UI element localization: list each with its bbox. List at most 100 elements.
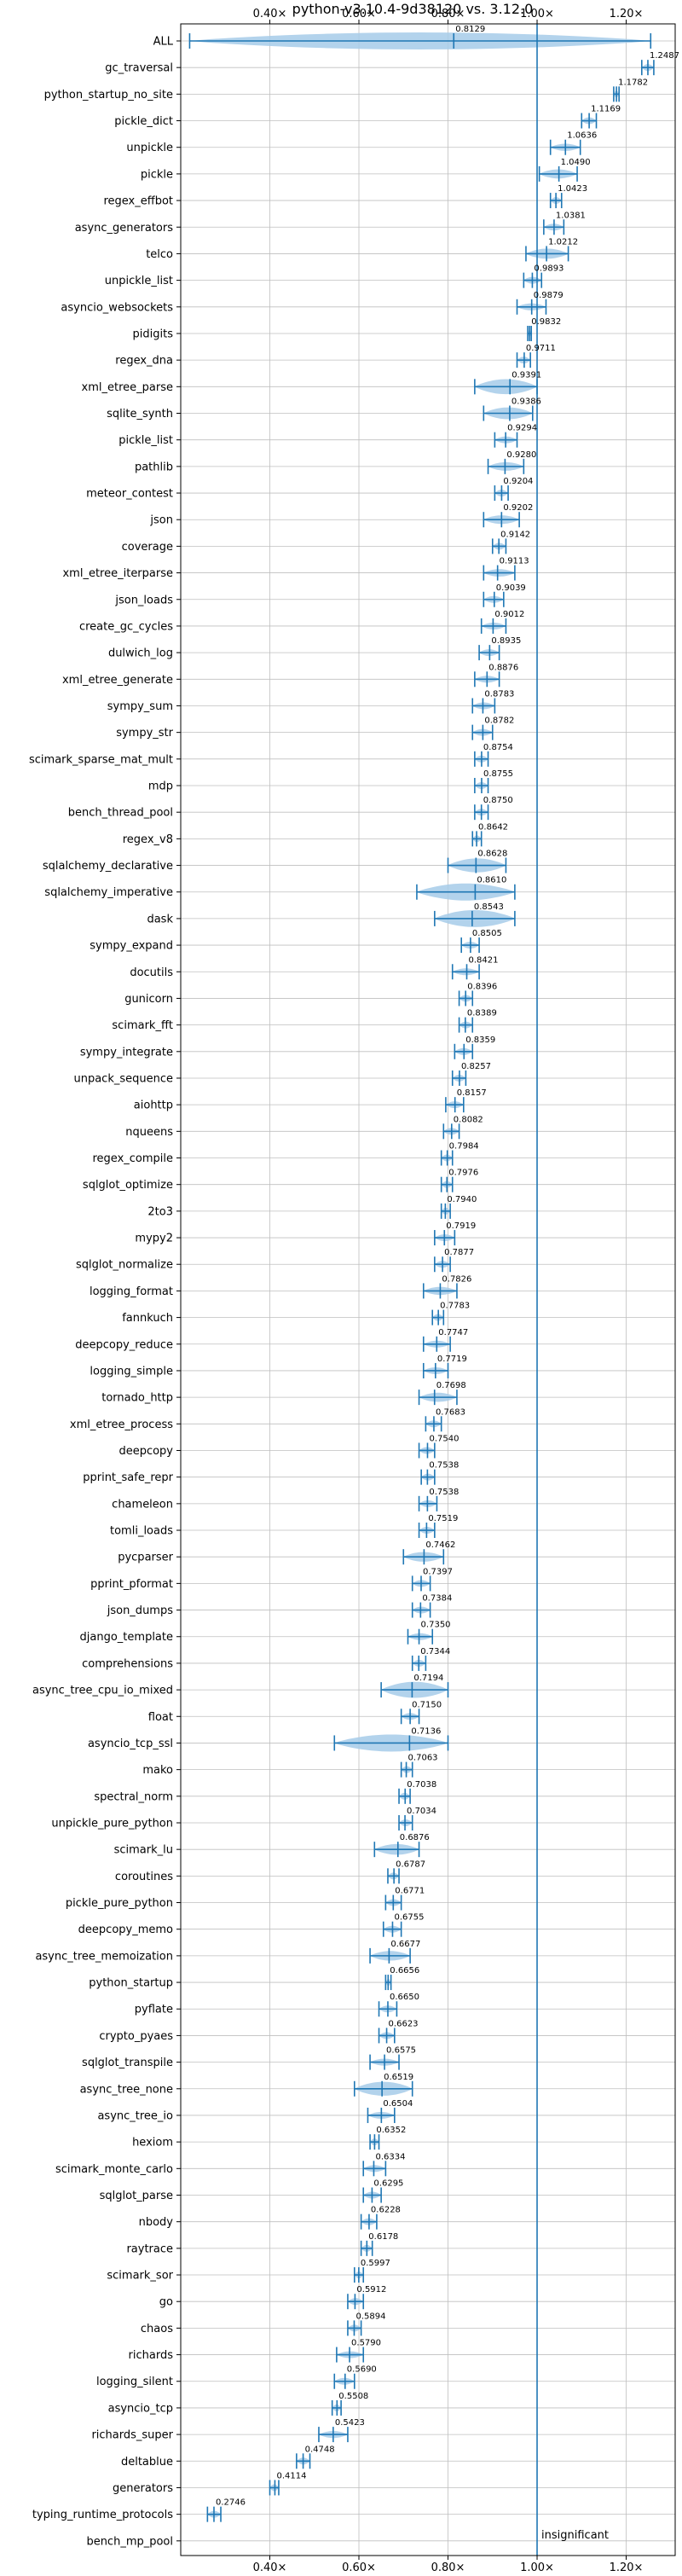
x-tick-label-bottom: 0.40×: [253, 2561, 287, 2574]
value-label: 0.7826: [442, 1274, 471, 1284]
benchmark-label: gc_traversal: [105, 62, 173, 75]
x-tick-label-bottom: 1.20×: [610, 2561, 644, 2574]
benchmark-label: regex_compile: [92, 1152, 173, 1165]
value-label: 0.9142: [500, 530, 530, 539]
value-label: 0.6334: [375, 2152, 405, 2161]
x-tick-label-bottom: 1.00×: [520, 2561, 554, 2574]
benchmark-label: sympy_integrate: [80, 1046, 173, 1059]
benchmark-label: scimark_monte_carlo: [55, 2163, 173, 2176]
benchmark-label: regex_effbot: [103, 195, 173, 208]
benchmark-label: sympy_str: [116, 727, 173, 740]
value-label: 0.7344: [420, 1647, 450, 1656]
x-axis-ticks: 0.40× 0.40× 0.60× 0.60× 0.80× 0.80× 1.00× 1.00×…: [253, 8, 644, 2574]
benchmark-label: meteor_contest: [86, 488, 173, 501]
benchmark-label: dulwich_log: [108, 647, 173, 660]
value-label: 0.8935: [491, 636, 521, 646]
value-label: 0.6677: [390, 1940, 420, 1949]
benchmark-label: sqlglot_parse: [100, 2190, 173, 2202]
value-label: 0.9204: [503, 477, 533, 486]
benchmark-label: telco: [146, 248, 173, 261]
benchmark-label: deepcopy_memo: [78, 1923, 173, 1936]
benchmark-label: richards: [129, 2349, 174, 2362]
benchmark-label: docutils: [130, 966, 173, 979]
value-label: 0.6295: [373, 2179, 403, 2188]
value-label: 0.7384: [422, 1594, 452, 1604]
x-tick-label-top: 0.60×: [342, 8, 376, 20]
benchmark-label: aiohttp: [134, 1099, 173, 1112]
benchmark-label: xml_etree_parse: [82, 381, 173, 394]
benchmark-label: float: [148, 1711, 173, 1724]
value-label: 0.2746: [216, 2498, 246, 2508]
benchmark-label: coroutines: [115, 1871, 173, 1883]
value-label: 0.6504: [383, 2099, 413, 2109]
plot-frame: [180, 23, 676, 2556]
value-label: 0.8082: [454, 1115, 483, 1124]
benchmark-label: chameleon: [112, 1498, 173, 1511]
benchmark-label: deepcopy_reduce: [75, 1338, 173, 1351]
value-label: 0.9893: [534, 264, 564, 274]
value-label: 0.8157: [457, 1088, 487, 1098]
value-label: 0.6876: [400, 1833, 430, 1842]
value-label: 0.8642: [478, 822, 508, 832]
value-label: 0.9879: [534, 291, 564, 300]
value-label: 0.8421: [469, 955, 499, 965]
benchmark-label: sqlglot_optimize: [83, 1179, 173, 1192]
benchmark-label: ALL: [153, 36, 174, 49]
benchmark-label: bench_mp_pool: [86, 2535, 173, 2548]
value-label: 0.8628: [477, 850, 507, 859]
value-label: 0.7540: [429, 1434, 459, 1443]
benchmark-label: logging_simple: [90, 1365, 173, 1378]
violins: [189, 32, 654, 2518]
value-label: 0.8257: [461, 1062, 491, 1071]
benchmark-label: xml_etree_generate: [62, 674, 173, 687]
benchmark-label: async_generators: [75, 222, 174, 235]
value-label: 0.9294: [507, 424, 537, 433]
benchmark-label: typing_runtime_protocols: [32, 2509, 173, 2521]
value-label: 1.0490: [561, 158, 591, 167]
benchmark-label: logging_format: [90, 1285, 173, 1298]
value-label: 0.6519: [384, 2073, 413, 2082]
value-label: 0.5912: [356, 2285, 386, 2295]
x-tick-label-top: 0.40×: [253, 8, 287, 20]
benchmark-label: scimark_sparse_mat_mult: [29, 753, 173, 766]
value-label: 0.7940: [447, 1195, 477, 1204]
benchmark-label: unpickle: [126, 142, 173, 154]
benchmark-label: deltablue: [121, 2456, 173, 2469]
benchmark-label: deepcopy: [118, 1445, 173, 1458]
benchmark-label: pickle_dict: [114, 115, 173, 128]
benchmark-label: nbody: [139, 2216, 174, 2229]
value-label: 0.9113: [500, 557, 529, 566]
reference-line-group: insignificant: [536, 24, 609, 2556]
value-label: 1.0212: [548, 237, 578, 247]
value-label: 0.7194: [413, 1674, 443, 1683]
value-label: 0.7698: [436, 1381, 466, 1390]
benchmark-label: coverage: [122, 541, 173, 554]
value-label: 0.9391: [512, 370, 541, 380]
benchmark-label: pickle_pure_python: [66, 1897, 173, 1910]
x-tick-label-top: 1.00×: [520, 8, 554, 20]
benchmark-label: json_loads: [114, 594, 173, 606]
benchmark-label: python_startup: [89, 1977, 173, 1990]
value-label: 1.1782: [618, 78, 648, 87]
benchmark-label: sympy_sum: [107, 700, 173, 713]
value-label: 0.8782: [484, 717, 514, 726]
value-label: 0.7877: [444, 1248, 474, 1257]
value-label: 0.6787: [396, 1859, 425, 1869]
benchmark-label: mako: [142, 1764, 173, 1777]
benchmark-label: nqueens: [125, 1126, 173, 1139]
value-label: 0.5423: [335, 2418, 365, 2428]
benchmark-label: async_tree_cpu_io_mixed: [32, 1685, 173, 1697]
benchmark-label: sympy_expand: [90, 940, 173, 953]
value-label: 0.7719: [437, 1355, 467, 1364]
value-label: 0.7783: [440, 1302, 470, 1311]
value-label: 0.5997: [361, 2259, 390, 2268]
benchmark-label: go: [159, 2296, 173, 2309]
value-label: 0.8396: [467, 982, 497, 991]
value-label: 0.7919: [446, 1221, 476, 1231]
value-label: 0.7984: [449, 1142, 479, 1152]
benchmark-label: pprint_pformat: [90, 1578, 173, 1591]
benchmark-label: async_tree_memoization: [35, 1950, 173, 1963]
value-label: 0.7136: [411, 1726, 441, 1736]
x-tick-label-top: 0.80×: [431, 8, 465, 20]
